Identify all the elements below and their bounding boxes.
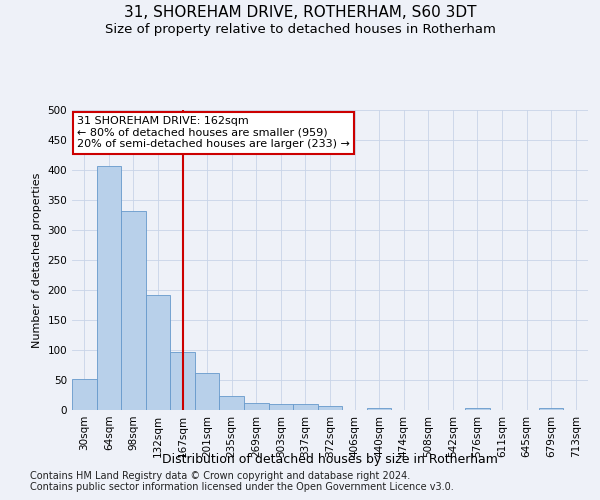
- Bar: [293, 404, 318, 410]
- Text: 31, SHOREHAM DRIVE, ROTHERHAM, S60 3DT: 31, SHOREHAM DRIVE, ROTHERHAM, S60 3DT: [124, 5, 476, 20]
- Bar: [244, 403, 269, 410]
- Bar: [220, 396, 244, 410]
- Bar: [539, 408, 563, 410]
- Bar: [367, 408, 391, 410]
- Bar: [195, 373, 220, 410]
- Text: Contains HM Land Registry data © Crown copyright and database right 2024.: Contains HM Land Registry data © Crown c…: [30, 471, 410, 481]
- Bar: [72, 379, 97, 410]
- Text: Size of property relative to detached houses in Rotherham: Size of property relative to detached ho…: [104, 22, 496, 36]
- Bar: [465, 408, 490, 410]
- Text: Contains public sector information licensed under the Open Government Licence v3: Contains public sector information licen…: [30, 482, 454, 492]
- Bar: [269, 404, 293, 410]
- Bar: [146, 296, 170, 410]
- Bar: [318, 406, 342, 410]
- Bar: [121, 211, 146, 410]
- Bar: [97, 166, 121, 410]
- Text: 31 SHOREHAM DRIVE: 162sqm
← 80% of detached houses are smaller (959)
20% of semi: 31 SHOREHAM DRIVE: 162sqm ← 80% of detac…: [77, 116, 350, 149]
- Text: Distribution of detached houses by size in Rotherham: Distribution of detached houses by size …: [162, 452, 498, 466]
- Y-axis label: Number of detached properties: Number of detached properties: [32, 172, 42, 348]
- Bar: [170, 352, 195, 410]
